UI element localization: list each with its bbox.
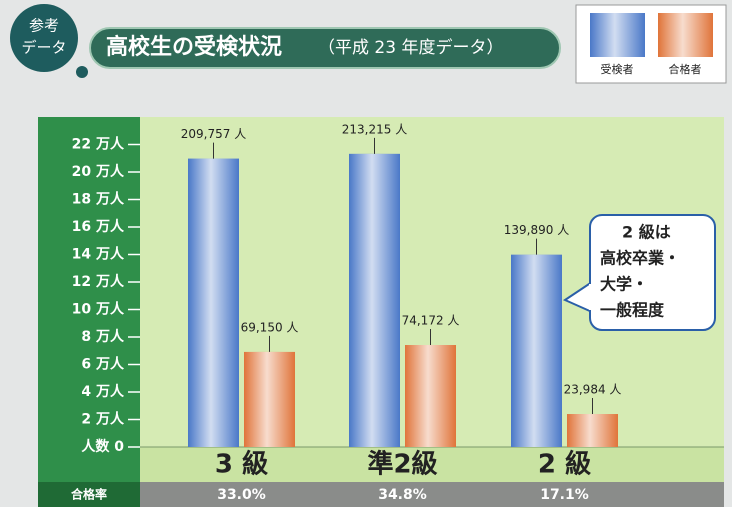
legend-label: 受検者 xyxy=(601,62,634,76)
y-tick-label: 6 万人 xyxy=(81,356,125,373)
legend-shine xyxy=(658,13,713,57)
badge xyxy=(10,4,78,72)
y-tick-label: 8 万人 xyxy=(81,328,125,345)
chart-subtitle: （平成 23 年度データ） xyxy=(318,37,503,58)
badge-text: 参考 xyxy=(29,17,59,35)
callout-text: 一般程度 xyxy=(600,301,665,320)
rate-label-cell xyxy=(38,482,140,507)
data-label: 213,215 人 xyxy=(342,122,407,136)
rate-row xyxy=(140,482,724,507)
y-tick-label: 20 万人 xyxy=(72,163,125,180)
bar-shine xyxy=(511,254,562,447)
y-tick-label: 14 万人 xyxy=(72,246,125,263)
category-row xyxy=(140,447,724,482)
y-tick-label: 18 万人 xyxy=(72,191,125,208)
bar-shine xyxy=(405,345,456,447)
data-label: 209,757 人 xyxy=(181,127,246,141)
axis-strip xyxy=(38,117,140,482)
callout xyxy=(589,214,716,331)
x-tick-label: 3 級 xyxy=(215,449,268,480)
callout-text: 高校卒業・ xyxy=(600,249,680,268)
x-tick-label: 準2級 xyxy=(367,449,437,480)
callout-text: 大学・ xyxy=(600,275,648,294)
title-pill xyxy=(89,27,561,69)
y-tick-label: 人数 0 xyxy=(81,438,124,455)
y-tick-label: 12 万人 xyxy=(72,273,125,290)
badge-text: データ xyxy=(21,39,66,57)
data-label: 23,984 人 xyxy=(564,383,622,397)
callout-text: 2 級は xyxy=(622,223,671,242)
y-tick-label: 22 万人 xyxy=(72,136,125,153)
rate-value: 17.1% xyxy=(540,487,589,503)
rate-value: 33.0% xyxy=(217,487,266,503)
badge-dot xyxy=(76,66,88,78)
y-tick-label: 10 万人 xyxy=(72,301,125,318)
data-label: 139,890 人 xyxy=(504,223,569,237)
bar-shine xyxy=(244,351,295,447)
legend-shine xyxy=(590,13,645,57)
data-label: 74,172 人 xyxy=(402,314,460,328)
bar-shine xyxy=(349,153,400,447)
rate-label: 合格率 xyxy=(71,487,107,502)
chart-title: 高校生の受検状況 xyxy=(106,34,282,60)
y-tick-label: 4 万人 xyxy=(81,383,125,400)
y-tick-label: 16 万人 xyxy=(72,218,125,235)
callout-join xyxy=(589,284,594,310)
legend-label: 合格者 xyxy=(669,62,702,76)
x-tick-label: 2 級 xyxy=(538,449,591,480)
bar-shine xyxy=(567,414,618,447)
y-tick-label: 2 万人 xyxy=(81,411,125,428)
bar-shine xyxy=(188,158,239,448)
data-label: 69,150 人 xyxy=(241,320,299,334)
rate-value: 34.8% xyxy=(378,487,427,503)
